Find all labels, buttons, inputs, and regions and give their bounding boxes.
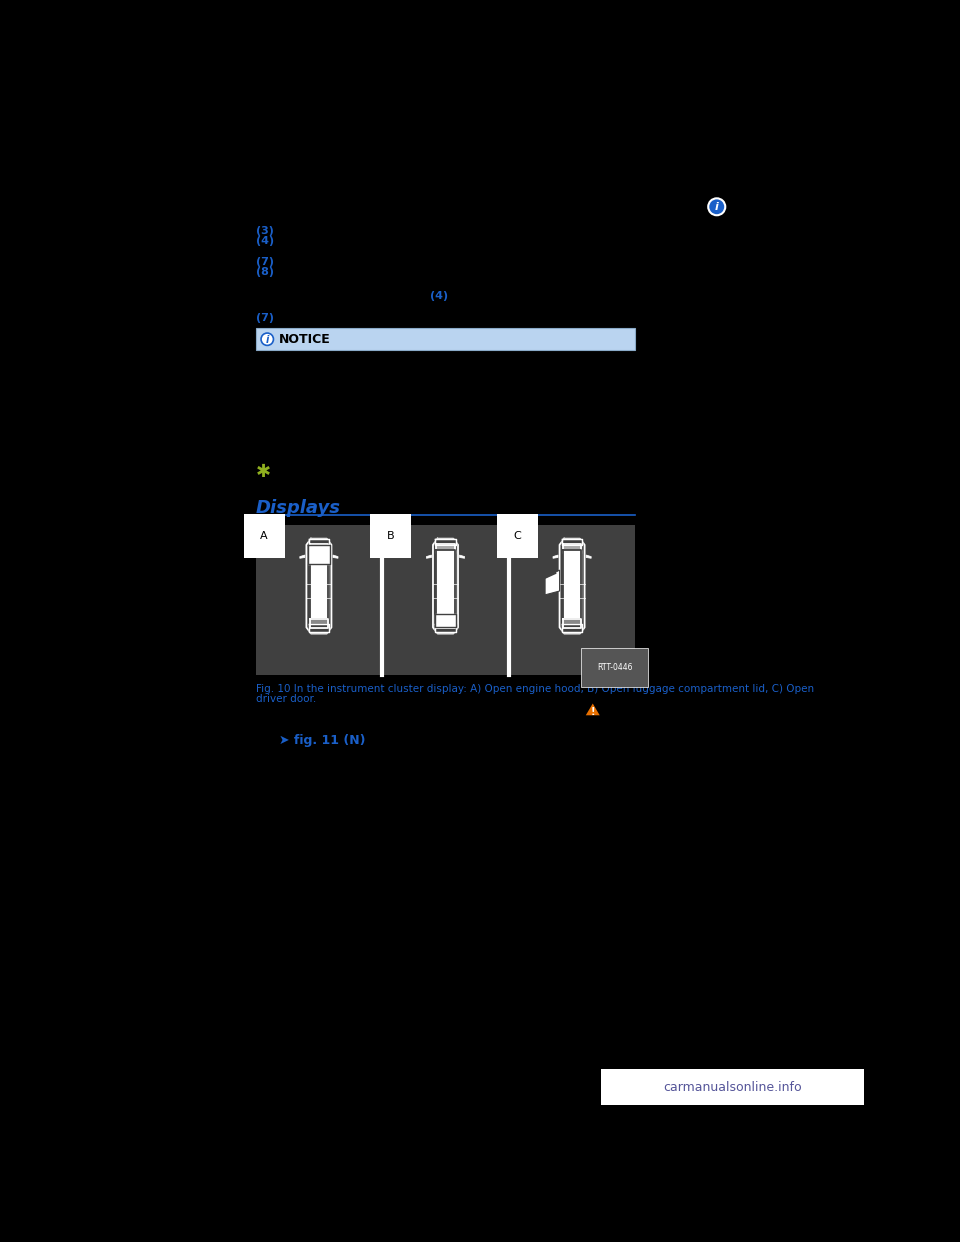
Polygon shape	[436, 544, 455, 553]
Polygon shape	[306, 539, 331, 633]
Text: (4): (4)	[255, 236, 274, 246]
Polygon shape	[435, 539, 456, 545]
FancyBboxPatch shape	[601, 1069, 864, 1105]
Text: (7): (7)	[255, 257, 274, 267]
Polygon shape	[333, 555, 338, 559]
Polygon shape	[562, 539, 583, 545]
Text: i: i	[266, 334, 269, 344]
Text: B: B	[387, 532, 395, 542]
Polygon shape	[300, 555, 305, 559]
Polygon shape	[563, 544, 582, 553]
Polygon shape	[436, 550, 455, 620]
FancyBboxPatch shape	[255, 525, 636, 674]
Text: carmanualsonline.info: carmanualsonline.info	[663, 1081, 802, 1094]
Polygon shape	[563, 550, 582, 620]
Polygon shape	[435, 625, 456, 632]
Polygon shape	[310, 550, 328, 620]
Polygon shape	[460, 555, 465, 559]
Polygon shape	[433, 539, 458, 633]
Text: ✱: ✱	[255, 463, 271, 481]
Text: i: i	[715, 202, 719, 212]
Circle shape	[261, 333, 274, 345]
Text: A: A	[260, 532, 268, 542]
Polygon shape	[309, 625, 329, 632]
Polygon shape	[545, 570, 560, 595]
Polygon shape	[310, 544, 328, 553]
Text: Displays: Displays	[255, 499, 341, 518]
Text: ➤ fig. 11 (N): ➤ fig. 11 (N)	[278, 734, 366, 748]
Polygon shape	[586, 703, 600, 715]
Circle shape	[708, 199, 725, 215]
FancyBboxPatch shape	[255, 328, 636, 350]
Polygon shape	[308, 545, 330, 564]
Text: C: C	[514, 532, 521, 542]
Text: (7): (7)	[255, 313, 274, 323]
Text: NOTICE: NOTICE	[278, 333, 330, 345]
Polygon shape	[553, 555, 558, 559]
Text: (4): (4)	[430, 292, 448, 302]
Text: !: !	[590, 707, 595, 717]
Polygon shape	[560, 539, 585, 633]
Polygon shape	[436, 620, 455, 628]
Polygon shape	[435, 615, 456, 627]
Polygon shape	[310, 620, 328, 628]
Polygon shape	[562, 625, 583, 632]
Text: RTT-0446: RTT-0446	[597, 663, 633, 672]
Polygon shape	[426, 555, 431, 559]
Polygon shape	[563, 620, 582, 628]
Text: Fig. 10 In the instrument cluster display: A) Open engine hood, B) Open luggage : Fig. 10 In the instrument cluster displa…	[255, 684, 814, 694]
Text: (3): (3)	[255, 226, 274, 236]
Polygon shape	[587, 555, 591, 559]
Text: (8): (8)	[255, 267, 274, 277]
Polygon shape	[309, 539, 329, 545]
Text: driver door.: driver door.	[255, 694, 316, 704]
